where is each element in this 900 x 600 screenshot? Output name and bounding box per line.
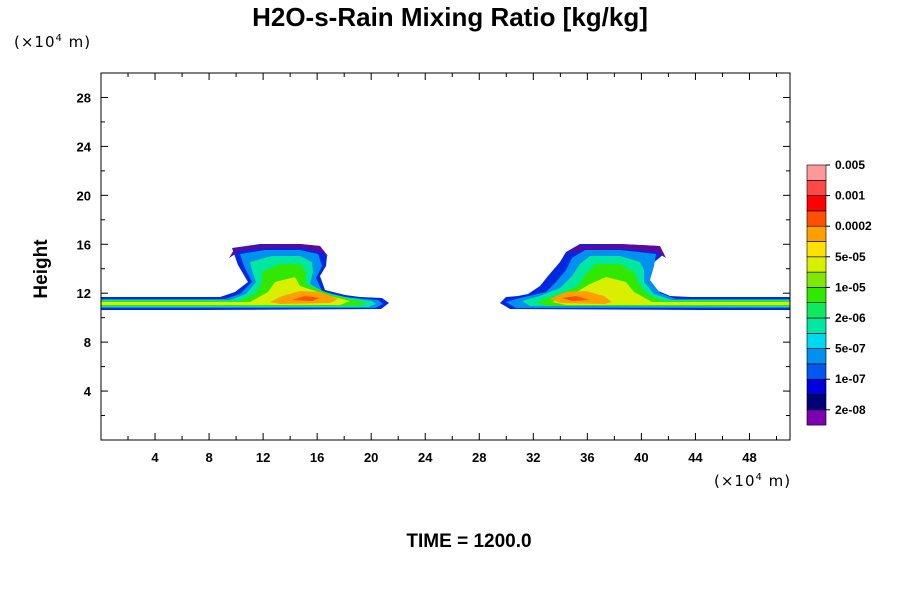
colorbar-swatch [806,409,827,426]
colorbar-swatch [806,302,827,319]
plot-frame [100,72,791,441]
x-tick-label: 4 [151,450,159,465]
y-axis-label: Height [31,239,52,299]
colorbar-swatch [806,378,827,395]
rain-field-left [101,244,389,310]
chart-title: H2O-s-Rain Mixing Ratio [kg/kg] [252,2,648,32]
x-tick-label: 8 [205,450,212,465]
colorbar-swatch [806,332,827,349]
colorbar-label: 5e-05 [835,250,866,264]
x-tick-label: 32 [526,450,540,465]
colorbar-label: 1e-05 [835,280,866,294]
colorbar-swatch [806,363,827,380]
colorbar-label: 2e-08 [835,403,866,417]
time-label: TIME = 1200.0 [406,531,532,552]
x-tick-label: 48 [742,450,756,465]
colorbar-swatch [806,317,827,334]
colorbar-swatch [806,210,827,227]
colorbar-swatch [806,164,827,181]
x-tick-label: 12 [256,450,270,465]
colorbar-swatch [806,225,827,242]
colorbar-swatch [806,394,827,411]
rain-field-right [500,244,790,310]
colorbar-label: 0.005 [835,158,865,172]
y-tick-label: 4 [84,384,92,399]
colorbar-swatch [806,348,827,365]
x-tick-label: 44 [688,450,703,465]
y-tick-label: 20 [77,188,91,203]
colorbar-label: 0.001 [835,189,865,203]
y-tick-label: 12 [77,286,91,301]
colorbar-label: 0.0002 [835,219,872,233]
x-unit-label: (×104 m) [714,472,792,490]
y-tick-label: 16 [77,237,91,252]
colorbar: 2e-08 1e-07 5e-07 2e-06 1e-05 5e-05 0.0002 0.00… [806,158,872,426]
colorbar-label: 1e-07 [835,372,866,386]
colorbar-swatch [806,195,827,212]
x-tick-label: 16 [310,450,324,465]
colorbar-swatch [806,180,827,196]
colorbar-swatch [806,287,827,303]
y-axis: 4 8 12 16 20 24 28 [77,90,790,417]
y-tick-label: 28 [77,90,91,105]
colorbar-label: 2e-06 [835,311,866,325]
colorbar-swatch [806,271,827,288]
x-tick-label: 40 [634,450,648,465]
x-axis: 4 8 12 16 20 24 28 32 36 40 44 48 [127,73,777,465]
x-tick-label: 36 [580,450,594,465]
y-tick-label: 24 [77,139,92,154]
y-tick-label: 8 [84,335,91,350]
y-unit-label: (×104 m) [14,33,92,51]
x-tick-label: 20 [364,450,378,465]
colorbar-swatch [806,256,827,273]
colorbar-label: 5e-07 [835,342,866,356]
x-tick-label: 28 [472,450,486,465]
x-tick-label: 24 [418,450,433,465]
colorbar-swatch [806,241,827,258]
